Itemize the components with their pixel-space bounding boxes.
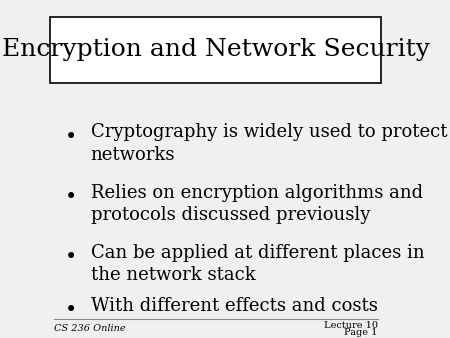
Text: With different effects and costs: With different effects and costs (90, 297, 378, 315)
Text: •: • (65, 247, 77, 267)
Text: CS 236 Online: CS 236 Online (54, 324, 126, 333)
Text: •: • (65, 187, 77, 207)
Text: Encryption and Network Security: Encryption and Network Security (2, 38, 430, 61)
Text: •: • (65, 127, 77, 147)
Text: Relies on encryption algorithms and
protocols discussed previously: Relies on encryption algorithms and prot… (90, 184, 423, 224)
Text: Cryptography is widely used to protect
networks: Cryptography is widely used to protect n… (90, 123, 447, 164)
FancyBboxPatch shape (50, 17, 381, 83)
Text: Can be applied at different places in
the network stack: Can be applied at different places in th… (90, 244, 424, 284)
Text: Lecture 10: Lecture 10 (324, 321, 378, 330)
Text: Page 1: Page 1 (344, 328, 378, 337)
Text: •: • (65, 300, 77, 320)
